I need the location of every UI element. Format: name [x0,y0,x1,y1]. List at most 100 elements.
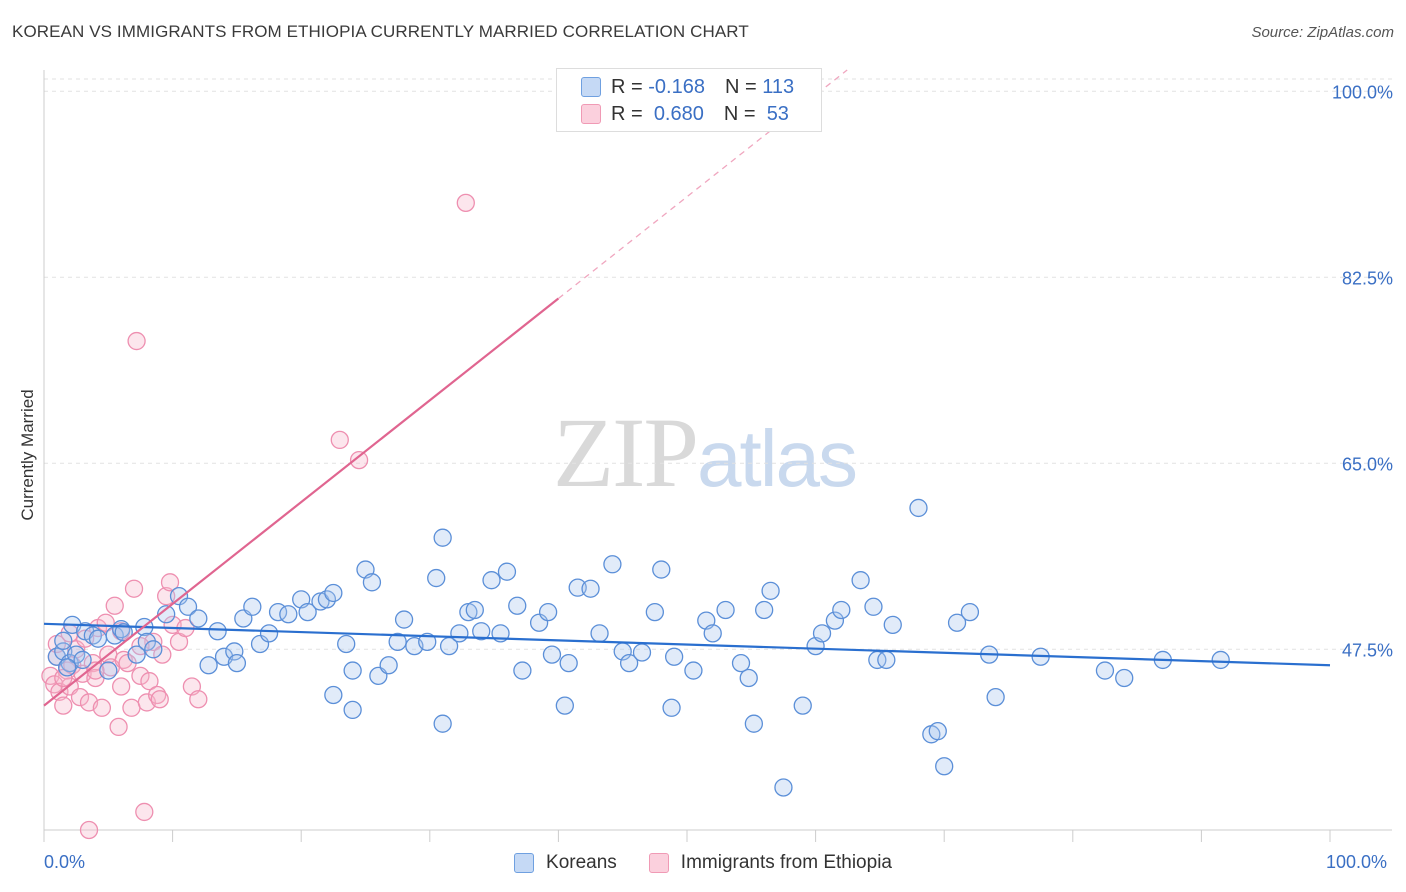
legend-row-ethiopia: R = 0.680 N = 53 [581,102,789,126]
ethiopia-point [122,698,141,717]
korean-point [225,642,244,661]
korean-point [114,623,133,642]
korean-point [832,600,851,620]
korean-point [127,645,146,664]
source-label: Source: ZipAtlas.com [1251,24,1394,41]
y-tick-label: 65.0% [1342,454,1393,474]
korean-point [793,696,812,715]
korean-point [619,653,639,673]
chart-title: KOREAN VS IMMIGRANTS FROM ETHIOPIA CURRE… [12,22,749,41]
ethiopia-point [112,677,131,696]
korean-point [208,622,227,641]
y-tick-label: 82.5% [1342,268,1393,288]
legend-n-label: N = [723,102,756,125]
korean-point [418,632,437,652]
correlation-legend: R = -0.168 N = 113 R = 0.680 N = 53 [556,68,822,132]
korean-point [559,653,578,673]
korean-point [513,661,532,680]
y-axis-label: Currently Married [18,389,37,521]
korean-point [189,609,208,628]
korean-point [883,615,902,635]
ethiopia-point [160,573,180,592]
korean-point [112,619,131,639]
korean-point [590,624,609,643]
korean-point [864,597,883,616]
ethiopia-point [140,672,159,691]
korean-point [986,687,1005,707]
korean-point [144,640,163,659]
ethiopia-point [157,587,176,606]
korean-point [664,647,684,666]
korean-point [581,579,600,598]
ethiopia-point [127,331,146,351]
korean-point [568,578,587,597]
korean-point [555,696,574,715]
korean-point [433,528,452,547]
korean-point [812,624,832,643]
korean-point [632,643,652,662]
korean-point [928,721,947,741]
korean-point [427,568,446,588]
series-label-ethiopia: Immigrants from Ethiopia [680,852,892,873]
korean-point [703,624,722,643]
series-swatch-ethiopia [648,853,669,873]
korean-point [450,624,469,643]
korean-point [337,634,356,654]
ethiopia-point [54,696,73,715]
korean-point [472,622,491,641]
ethiopia-point [135,802,154,822]
ethiopia-point [150,690,169,709]
legend-r-label: R = [611,75,643,98]
korean-point [343,700,362,720]
gridlines [44,78,1392,650]
korean-point [259,624,279,643]
korean-point [343,661,362,680]
korean-point [538,602,558,622]
x-tick-label-min: 0.0% [44,852,86,872]
ethiopia-point [456,193,475,213]
ethiopia-point [70,687,90,707]
ethiopia-point [79,820,99,840]
watermark: ZIPatlas [553,395,858,510]
korean-trend-line [43,622,1331,667]
ethiopia-point [109,717,128,737]
ethiopia-point [349,450,369,470]
series-label-koreans: Koreans [546,852,617,873]
korean-point [645,602,664,622]
ethiopia-trend-line [43,297,560,707]
korean-point [227,653,247,673]
legend-swatch-ethiopia [581,104,601,124]
korean-point [716,600,735,620]
ethiopia-point [131,666,150,686]
y-tick-label: 100.0% [1332,82,1393,102]
korean-point [508,596,527,615]
korean-point [731,653,751,673]
korean-point [603,555,622,574]
watermark-atlas: atlas [697,414,858,503]
legend-swatch-koreans [581,77,601,97]
ethiopia-point [189,690,208,709]
korean-point [825,611,845,630]
korean-point [157,605,176,624]
axes [43,70,1392,842]
korean-point [324,685,343,705]
korean-point [54,631,73,650]
korean-point [542,645,562,664]
series-swatch-koreans [514,853,535,873]
ethiopia-point [92,698,112,717]
legend-r-value: 0.680 [653,102,704,125]
legend-n-value: 53 [766,102,789,125]
korean-point [851,571,870,590]
korean-point [652,560,671,579]
korean-point [83,626,103,645]
korean-points [47,498,1230,797]
korean-point [137,632,157,652]
korean-point [1095,661,1115,680]
y-tick-label: 47.5% [1342,640,1393,660]
korean-point [1115,668,1134,688]
korean-point [909,498,928,518]
ethiopia-point [153,645,172,664]
korean-point [465,600,484,620]
korean-point [57,658,77,677]
